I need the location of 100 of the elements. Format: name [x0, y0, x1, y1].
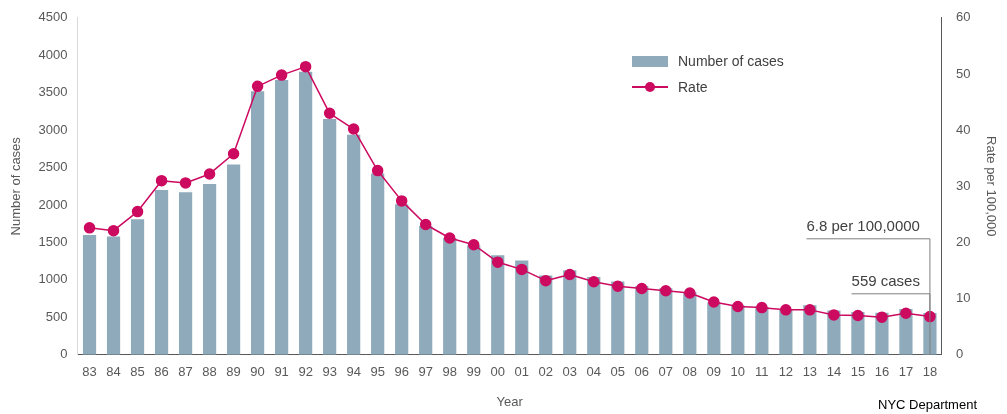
bar — [443, 237, 457, 355]
point — [804, 304, 816, 316]
x-tick-label: 02 — [538, 364, 553, 380]
point — [780, 304, 792, 316]
text: NYC Department — [878, 397, 977, 412]
point — [732, 300, 744, 313]
annotation: 559 cases — [851, 272, 920, 290]
y-axis-title: Number of cases — [8, 136, 24, 236]
point — [443, 232, 456, 244]
y-tick-label: 4000 — [38, 46, 68, 62]
y2-tick-label: 30 — [955, 177, 971, 193]
point — [491, 256, 504, 268]
x-tick-label: 91 — [274, 364, 289, 380]
bar — [587, 276, 601, 355]
x-tick-label: 94 — [346, 364, 361, 380]
point — [708, 296, 720, 308]
x-tick-label: 10 — [730, 364, 746, 380]
point — [203, 168, 216, 180]
point — [852, 309, 864, 322]
bar — [395, 204, 409, 355]
x-tick-label: 16 — [874, 364, 890, 380]
bar — [515, 260, 529, 355]
point — [612, 280, 624, 293]
x-tick-label: 18 — [922, 364, 938, 380]
x-tick-label: 11 — [755, 364, 769, 380]
x-tick-label: 88 — [202, 364, 217, 380]
point — [900, 307, 912, 319]
x-tick-label: 12 — [778, 364, 794, 380]
point — [323, 107, 336, 120]
x-tick-label: 01 — [514, 364, 529, 380]
point — [660, 285, 672, 297]
point — [107, 224, 120, 237]
x-tick-label: 06 — [634, 364, 650, 380]
legend-label: Rate — [678, 79, 708, 95]
point — [540, 274, 552, 287]
point — [155, 174, 168, 187]
bar — [491, 255, 505, 355]
point — [131, 205, 144, 218]
y-tick-label: 3000 — [38, 121, 68, 137]
point — [227, 147, 240, 160]
point — [371, 164, 384, 177]
point — [684, 287, 696, 299]
legend-label: Number of cases — [678, 53, 784, 69]
x-tick-label: 92 — [298, 364, 313, 380]
point — [83, 222, 96, 234]
x-tick-label: 85 — [130, 364, 145, 380]
x-tick-label: 15 — [850, 364, 866, 380]
y-tick-label: 4500 — [38, 9, 68, 25]
point — [876, 311, 888, 323]
y-tick-label: 1500 — [38, 234, 68, 250]
bar — [707, 302, 721, 355]
y2-tick-label: 0 — [955, 346, 964, 362]
y2-tick-label: 40 — [955, 121, 971, 137]
bar — [202, 184, 217, 355]
bar — [154, 190, 169, 355]
bar — [371, 173, 385, 355]
x-tick-label: 93 — [322, 364, 337, 380]
point — [588, 276, 600, 288]
x-tick-label: 07 — [658, 364, 674, 380]
x-tick-label: 03 — [562, 364, 577, 380]
point — [251, 80, 264, 93]
point — [275, 69, 288, 81]
y-tick-label: 2500 — [38, 159, 68, 175]
bar — [226, 164, 241, 355]
annotation: 6.8 per 100,0000 — [806, 217, 920, 235]
x-tick-label: 05 — [610, 364, 626, 380]
x-tick-label: 84 — [106, 364, 121, 380]
y2-tick-label: 50 — [955, 65, 971, 81]
x-tick-label: 14 — [826, 364, 842, 380]
bar — [347, 134, 361, 355]
x-tick-label: 04 — [586, 364, 602, 380]
point — [564, 268, 576, 281]
x-tick-label: 09 — [706, 364, 722, 380]
point — [515, 263, 528, 276]
x-tick-label: 87 — [178, 364, 193, 380]
x-tick-label: 90 — [250, 364, 265, 380]
x-tick-label: 86 — [154, 364, 169, 380]
y-tick-label: 1000 — [38, 271, 68, 287]
point — [756, 301, 768, 314]
y2-tick-label: 10 — [955, 290, 971, 306]
y-tick-label: 2000 — [38, 196, 68, 212]
x-tick-label: 83 — [82, 364, 97, 380]
point — [299, 60, 312, 73]
point — [179, 177, 192, 189]
bar — [251, 91, 265, 355]
bar — [106, 236, 121, 355]
x-tick-label: 17 — [898, 364, 914, 380]
point — [395, 195, 408, 207]
bar — [130, 219, 145, 355]
bar — [275, 79, 289, 355]
y-tick-label: 3500 — [38, 84, 68, 100]
x-axis-title: Year — [496, 393, 524, 409]
point — [467, 238, 480, 251]
y2-axis-title: Rate per 100,000 — [983, 136, 999, 237]
bar — [323, 118, 337, 355]
x-tick-label: 13 — [802, 364, 818, 380]
bar — [419, 225, 433, 355]
x-tick-label: 00 — [490, 364, 505, 380]
x-tick-label: 95 — [370, 364, 385, 380]
bar — [178, 192, 193, 355]
